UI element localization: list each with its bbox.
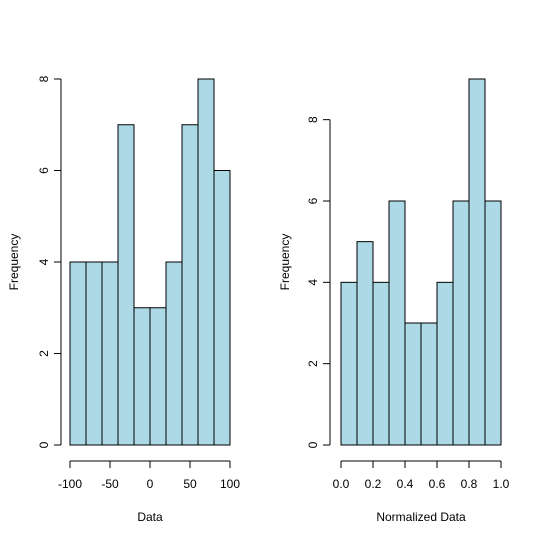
y-axis-title: Frequency xyxy=(7,234,21,291)
y-tick-label: 2 xyxy=(37,350,51,357)
x-tick-label: 100 xyxy=(220,477,240,491)
x-axis-title: Data xyxy=(137,510,163,524)
x-tick-label: 0.8 xyxy=(461,477,478,491)
histogram-bar xyxy=(117,124,135,446)
histogram-bar xyxy=(181,124,199,446)
y-tick-label: 6 xyxy=(37,167,51,174)
histogram-bar xyxy=(197,78,215,446)
x-tick-label: 0.0 xyxy=(333,477,350,491)
histogram-bar xyxy=(404,322,422,446)
x-tick-label: 0 xyxy=(147,477,154,491)
histogram-bar xyxy=(484,200,502,446)
x-axis-title: Normalized Data xyxy=(376,510,466,524)
y-tick-label: 4 xyxy=(37,258,51,265)
histogram-bar xyxy=(69,261,87,446)
y-axis-title: Frequency xyxy=(278,234,292,291)
histogram-bar xyxy=(85,261,103,446)
x-tick-label: -50 xyxy=(101,477,119,491)
y-tick-label: 0 xyxy=(306,441,320,448)
x-tick-label: 50 xyxy=(183,477,197,491)
histogram-bar xyxy=(452,200,470,446)
histogram-bar xyxy=(436,281,454,446)
histogram-bar xyxy=(468,78,486,446)
histogram-bar xyxy=(356,241,374,446)
histogram-bar xyxy=(340,281,358,446)
y-tick-label: 4 xyxy=(306,279,320,286)
x-tick-label: 0.6 xyxy=(429,477,446,491)
histogram-panel-1: -100 -50 0 50 100 0 2 4 6 8 Data Frequency xyxy=(7,75,240,524)
histogram-bar xyxy=(420,322,438,446)
y-tick-label: 2 xyxy=(306,360,320,367)
x-tick-label: 0.2 xyxy=(365,477,382,491)
y-tick-label: 8 xyxy=(37,75,51,82)
x-tick-label: -100 xyxy=(58,477,82,491)
histogram-bar xyxy=(133,307,151,446)
histogram-bar xyxy=(165,261,183,446)
y-tick-label: 8 xyxy=(306,116,320,123)
x-tick-label: 0.4 xyxy=(397,477,414,491)
histogram-bar xyxy=(372,281,390,446)
histogram-bar xyxy=(213,170,231,446)
histogram-bar xyxy=(149,307,167,446)
y-tick-label: 6 xyxy=(306,197,320,204)
x-tick-label: 1.0 xyxy=(493,477,510,491)
histogram-bar xyxy=(101,261,119,446)
y-tick-label: 0 xyxy=(37,441,51,448)
histogram-panel-2: 0.0 0.2 0.4 0.6 0.8 1.0 0 2 4 6 8 Normalized Data Fr… xyxy=(278,78,510,524)
histogram-bar xyxy=(388,200,406,446)
